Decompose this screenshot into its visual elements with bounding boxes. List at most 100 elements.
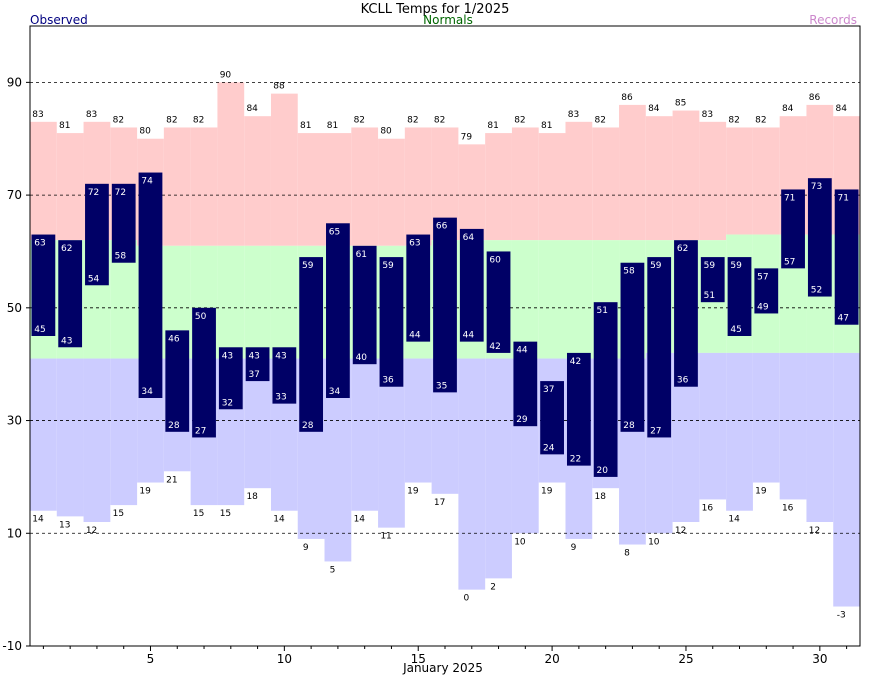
observed-range-bar (566, 352, 591, 466)
observed-high-label: 43 (248, 351, 259, 361)
observed-high-label: 62 (677, 244, 688, 254)
record-high-label: 82 (193, 115, 204, 125)
observed-high-label: 59 (704, 261, 716, 271)
normal-range-band (511, 240, 539, 359)
observed-low-label: 28 (623, 421, 635, 431)
observed-high-label: 42 (570, 357, 581, 367)
legend-observed: Observed (30, 13, 88, 27)
observed-low-label: 20 (597, 466, 609, 476)
record-high-label: 81 (59, 121, 70, 131)
observed-range-bar (406, 234, 431, 342)
observed-range-bar (58, 240, 83, 348)
record-low-label: 18 (246, 492, 258, 502)
observed-high-label: 59 (382, 261, 394, 271)
observed-high-label: 65 (329, 227, 340, 237)
observed-high-label: 73 (811, 182, 822, 192)
observed-low-label: 42 (489, 342, 500, 352)
record-high-band (619, 104, 646, 241)
record-low-label: 19 (407, 487, 419, 497)
record-high-band (565, 121, 593, 241)
record-high-label: 79 (461, 132, 473, 142)
observed-low-label: 33 (275, 393, 286, 403)
record-low-label: 15 (220, 509, 231, 519)
record-low-band (806, 352, 834, 522)
record-low-label: 19 (541, 487, 553, 497)
observed-high-label: 64 (463, 233, 475, 243)
observed-range-bar (513, 341, 538, 427)
x-tick-label: 25 (678, 652, 693, 666)
record-high-band (511, 127, 539, 241)
record-low-band (56, 358, 84, 517)
record-low-band (726, 352, 753, 511)
record-high-label: 82 (407, 115, 418, 125)
record-low-label: 17 (434, 498, 445, 508)
record-high-band (244, 116, 271, 246)
observed-range-bar (31, 234, 56, 336)
observed-low-label: 37 (248, 370, 259, 380)
record-high-label: 88 (273, 82, 285, 92)
observed-high-label: 59 (730, 261, 742, 271)
x-tick-label: 15 (411, 652, 426, 666)
legend-records: Records (809, 13, 857, 27)
record-high-label: 81 (541, 121, 552, 131)
record-low-label: 12 (86, 526, 97, 536)
observed-high-label: 44 (516, 346, 528, 356)
record-low-label: 14 (32, 515, 44, 525)
observed-low-label: 36 (382, 376, 394, 386)
record-high-band (726, 127, 753, 235)
observed-high-label: 62 (61, 244, 72, 254)
record-high-label: 81 (327, 121, 338, 131)
observed-range-bar (834, 189, 859, 325)
observed-range-bar (700, 257, 725, 303)
record-low-label: 18 (595, 492, 607, 502)
normal-range-band (270, 245, 298, 359)
observed-range-bar (299, 257, 324, 432)
observed-range-bar (459, 228, 484, 342)
record-low-band (458, 358, 486, 590)
record-low-label: 11 (380, 532, 391, 542)
record-low-label: 15 (193, 509, 204, 519)
record-low-band (699, 352, 727, 500)
observed-high-label: 43 (275, 351, 286, 361)
record-low-label: 9 (303, 543, 309, 553)
record-high-label: 85 (675, 99, 686, 109)
record-high-band (190, 127, 218, 246)
observed-high-label: 72 (88, 188, 99, 198)
record-high-label: 81 (300, 121, 311, 131)
record-high-band (270, 93, 298, 246)
observed-range-bar (165, 330, 190, 432)
observed-low-label: 34 (141, 387, 153, 397)
observed-low-label: 27 (650, 426, 661, 436)
record-high-label: 86 (809, 93, 821, 103)
observed-range-bar (433, 217, 457, 393)
observed-low-label: 58 (115, 252, 127, 262)
record-high-band (458, 144, 486, 241)
x-tick-label: 10 (277, 652, 292, 666)
observed-range-bar (540, 381, 564, 455)
record-high-label: 84 (835, 104, 847, 114)
record-high-band (351, 127, 379, 246)
observed-low-label: 22 (570, 455, 581, 465)
observed-range-bar (727, 257, 752, 336)
record-high-label: 82 (728, 115, 739, 125)
observed-range-bar (486, 251, 511, 353)
y-tick-label: 90 (7, 75, 22, 89)
observed-range-bar (593, 302, 618, 477)
record-high-band (297, 133, 325, 246)
observed-range-bar (326, 223, 350, 398)
observed-high-label: 60 (489, 255, 501, 265)
x-tick-label: 30 (812, 652, 827, 666)
observed-low-label: 44 (409, 331, 421, 341)
record-low-band (351, 358, 379, 511)
legend-normals: Normals (423, 13, 473, 27)
record-low-label: 14 (273, 515, 285, 525)
observed-range-bar (674, 240, 698, 387)
observed-low-label: 45 (730, 325, 741, 335)
observed-low-label: 44 (463, 331, 475, 341)
record-low-label: 5 (330, 565, 336, 575)
observed-high-label: 66 (436, 222, 448, 232)
observed-range-bar (379, 257, 404, 387)
record-high-label: 82 (166, 115, 177, 125)
normal-range-band (217, 245, 245, 359)
record-high-label: 82 (514, 115, 525, 125)
